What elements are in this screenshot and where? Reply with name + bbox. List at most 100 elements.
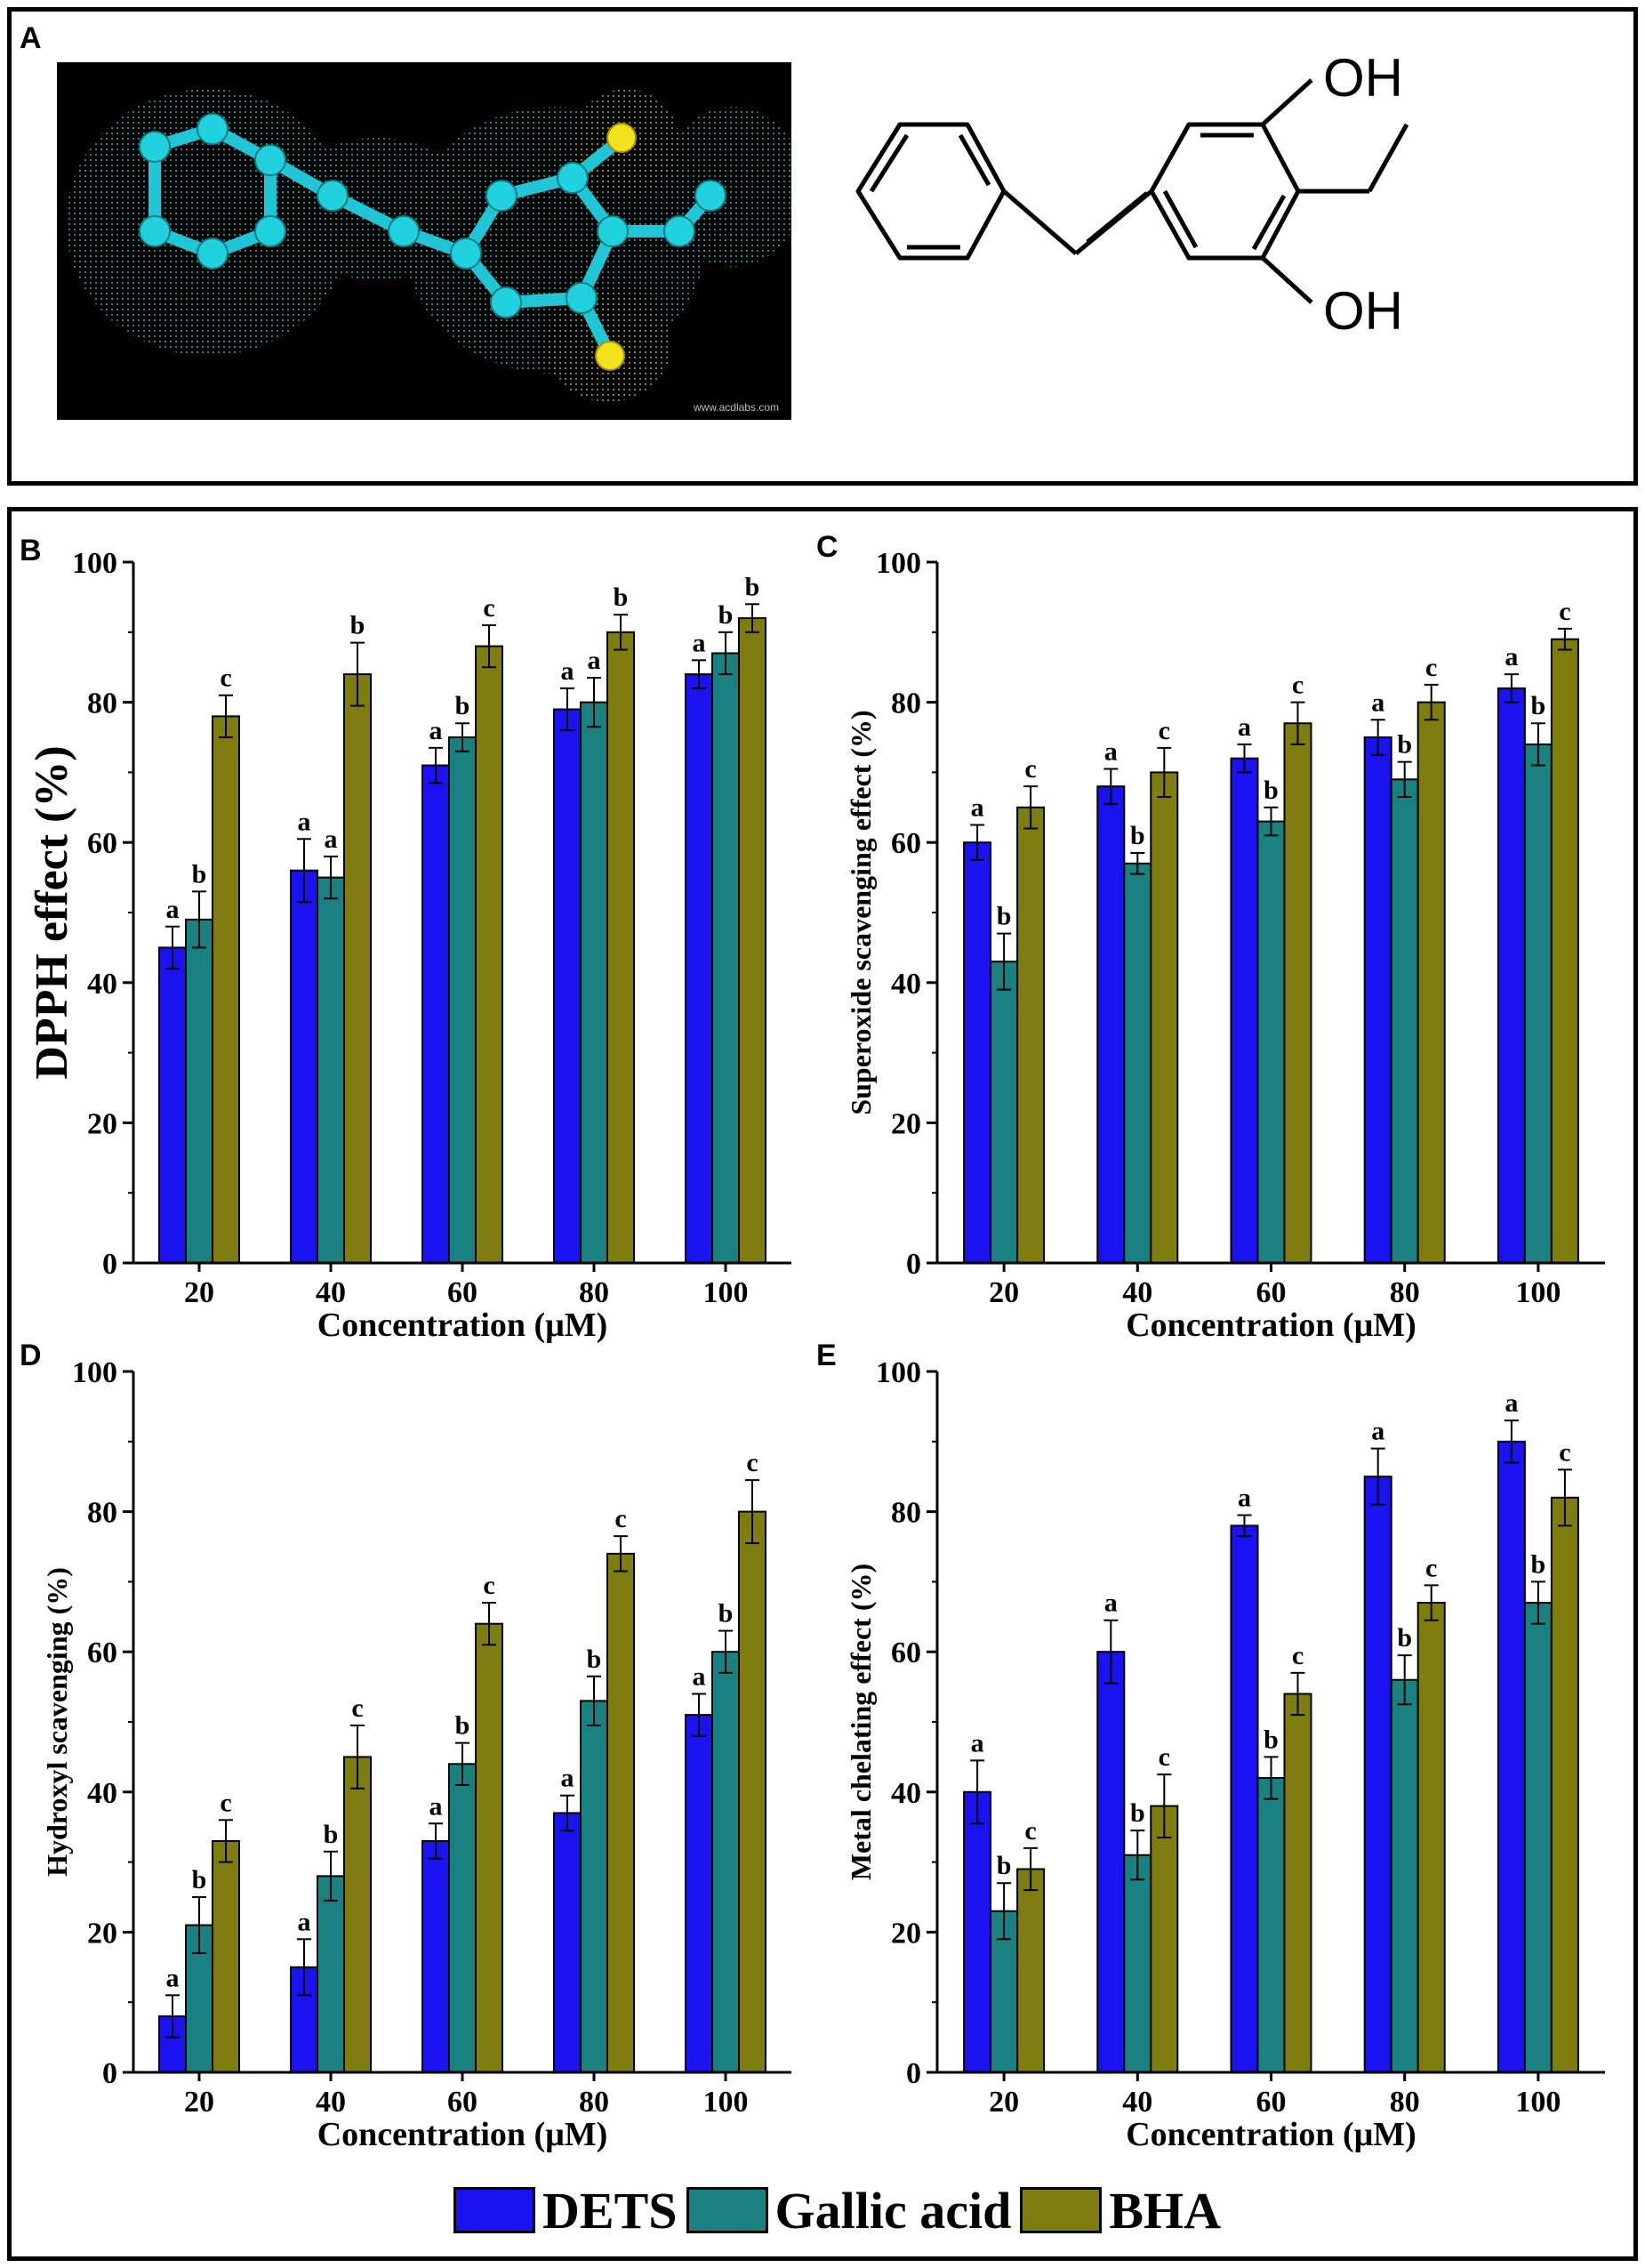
bar-c-dets-40	[1096, 785, 1126, 1264]
bar-b-dets-20	[158, 946, 187, 1265]
bar-d-bha-60	[475, 1622, 503, 2074]
x-tick-label-b-80: 80	[579, 1276, 609, 1309]
legend-label-gallic-acid: Gallic acid	[774, 2181, 1012, 2240]
panel-label-d: D	[20, 1339, 42, 1372]
significance-letter-b-bha-80: b	[614, 583, 629, 612]
legend-item-bha: BHA	[1020, 2181, 1221, 2240]
bar-c-gallic-acid-20	[990, 961, 1019, 1265]
bar-b-gallic-acid-80	[580, 701, 608, 1264]
x-axis-label-e: Concentration (μM)	[1126, 2116, 1416, 2153]
x-axis-label-c: Concentration (μM)	[1126, 1307, 1416, 1344]
y-axis-label-e: Metal chelating effect (%)	[845, 1564, 877, 1880]
significance-letter-c-dets-60: a	[1238, 712, 1251, 742]
bar-b-bha-60	[475, 645, 503, 1264]
x-tick-label-d-60: 60	[447, 2086, 477, 2119]
legend-item-dets: DETS	[453, 2181, 678, 2240]
significance-letter-e-bha-80: c	[1425, 1553, 1437, 1582]
significance-letter-e-gallic-acid-40: b	[1130, 1798, 1145, 1828]
significance-letter-d-gallic-acid-20: b	[192, 1865, 207, 1894]
y-tick-label-c-100: 100	[876, 547, 921, 580]
significance-letter-d-dets-40: a	[298, 1907, 311, 1936]
bar-b-dets-80	[553, 708, 582, 1264]
oh-bottom-label: OH	[1323, 281, 1403, 341]
significance-letter-e-dets-80: a	[1371, 1417, 1384, 1446]
significance-letter-b-gallic-acid-20: b	[192, 859, 207, 889]
bar-c-bha-20	[1016, 806, 1046, 1264]
bar-b-bha-40	[343, 673, 372, 1264]
significance-letter-e-bha-60: c	[1292, 1641, 1304, 1670]
bar-c-bha-40	[1150, 771, 1179, 1264]
bar-e-bha-100	[1550, 1496, 1579, 2073]
significance-letter-d-gallic-acid-100: b	[718, 1599, 734, 1629]
bar-c-gallic-acid-80	[1390, 778, 1419, 1264]
chart-c: abc20abc40abc60abc80abc100020406080100Co…	[845, 547, 1605, 1344]
significance-letter-b-dets-60: a	[429, 716, 443, 745]
significance-letter-d-bha-40: c	[351, 1693, 363, 1723]
y-tick-label-c-60: 60	[891, 827, 921, 860]
significance-letter-b-bha-40: b	[350, 611, 365, 640]
significance-letter-b-bha-100: b	[745, 572, 760, 601]
bar-c-dets-20	[963, 841, 992, 1264]
significance-letter-d-bha-60: c	[483, 1571, 494, 1600]
bar-d-gallic-acid-60	[448, 1763, 477, 2074]
y-tick-label-b-100: 100	[72, 547, 117, 580]
bar-d-gallic-acid-100	[711, 1651, 740, 2073]
chart-e: abc20abc40abc60abc80abc100020406080100Co…	[845, 1356, 1605, 2153]
y-axis-label-b: DPPH effect (%)	[27, 745, 77, 1079]
y-tick-label-d-40: 40	[87, 1777, 117, 1810]
significance-letter-e-dets-60: a	[1238, 1484, 1251, 1513]
bar-b-gallic-acid-60	[448, 736, 477, 1264]
bar-e-gallic-acid-100	[1523, 1602, 1553, 2074]
x-tick-label-e-60: 60	[1256, 2086, 1287, 2119]
bar-d-gallic-acid-80	[580, 1700, 608, 2073]
bar-e-gallic-acid-40	[1123, 1854, 1152, 2073]
significance-letter-c-dets-40: a	[1104, 736, 1118, 766]
bar-b-dets-60	[421, 764, 450, 1264]
significance-letter-c-gallic-acid-40: b	[1130, 821, 1145, 850]
oh-top-label: OH	[1323, 53, 1403, 108]
bar-e-dets-60	[1230, 1524, 1259, 2073]
bar-d-dets-60	[421, 1839, 450, 2073]
significance-letter-c-bha-80: c	[1425, 653, 1437, 682]
significance-letter-d-bha-100: c	[746, 1448, 758, 1477]
bar-e-bha-60	[1283, 1693, 1312, 2073]
x-axis-label-d: Concentration (μM)	[317, 2116, 608, 2153]
acdlabs-watermark: www.acdlabs.com	[693, 401, 779, 414]
significance-letter-c-dets-20: a	[971, 793, 984, 823]
x-tick-label-e-20: 20	[989, 2086, 1019, 2119]
bar-c-gallic-acid-60	[1256, 820, 1286, 1264]
panel-label-e: E	[816, 1339, 837, 1372]
significance-letter-c-bha-40: c	[1159, 716, 1170, 745]
significance-letter-b-gallic-acid-100: b	[718, 600, 734, 630]
x-axis-label-b: Concentration (μM)	[317, 1307, 608, 1344]
bar-c-gallic-acid-100	[1523, 743, 1553, 1264]
panel-label-c: C	[816, 530, 839, 564]
bar-e-bha-80	[1416, 1602, 1446, 2074]
y-tick-label-e-100: 100	[876, 1356, 921, 1389]
significance-letter-e-dets-100: a	[1505, 1388, 1518, 1418]
bar-b-gallic-acid-20	[185, 918, 213, 1264]
panel-label-a: A	[20, 21, 42, 55]
significance-letter-d-dets-80: a	[561, 1764, 574, 1793]
significance-letter-c-gallic-acid-100: b	[1531, 691, 1546, 720]
bar-d-bha-80	[606, 1552, 635, 2073]
bar-c-bha-80	[1416, 701, 1446, 1264]
bar-b-dets-100	[685, 673, 713, 1264]
legend-swatch-bha	[1020, 2187, 1103, 2233]
bar-c-bha-60	[1283, 722, 1312, 1264]
significance-letter-e-gallic-acid-60: b	[1264, 1725, 1279, 1754]
bar-d-gallic-acid-40	[317, 1875, 345, 2074]
significance-letter-e-bha-40: c	[1159, 1742, 1170, 1772]
y-tick-label-b-20: 20	[87, 1107, 117, 1140]
bar-c-bha-100	[1550, 638, 1579, 1264]
legend-item-gallic-acid: Gallic acid	[686, 2181, 1012, 2240]
x-tick-label-e-80: 80	[1390, 2086, 1420, 2119]
legend-swatch-dets	[453, 2187, 535, 2233]
panel-be-frame	[7, 507, 1638, 2261]
bar-e-gallic-acid-80	[1390, 1678, 1419, 2073]
y-axis-label-d: Hydroxyl scavenging (%)	[41, 1567, 73, 1877]
significance-letter-b-bha-20: c	[220, 664, 231, 693]
significance-letter-b-gallic-acid-60: b	[455, 691, 470, 720]
significance-letter-d-gallic-acid-40: b	[324, 1820, 339, 1849]
